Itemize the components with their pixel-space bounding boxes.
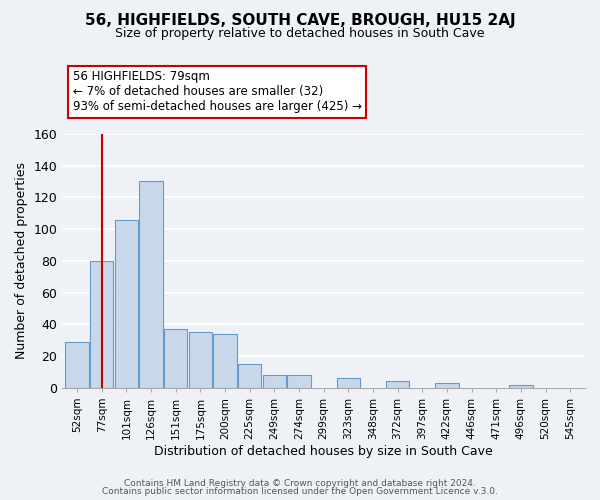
Bar	[214, 334, 237, 388]
Bar	[509, 384, 533, 388]
Bar	[238, 364, 262, 388]
Bar	[164, 329, 187, 388]
Bar	[65, 342, 89, 388]
Bar	[337, 378, 360, 388]
Bar	[287, 375, 311, 388]
Bar	[386, 382, 409, 388]
Bar	[90, 261, 113, 388]
Bar	[115, 220, 138, 388]
Text: Contains public sector information licensed under the Open Government Licence v.: Contains public sector information licen…	[102, 487, 498, 496]
Bar	[139, 182, 163, 388]
Bar	[263, 375, 286, 388]
Text: Size of property relative to detached houses in South Cave: Size of property relative to detached ho…	[115, 28, 485, 40]
Text: Contains HM Land Registry data © Crown copyright and database right 2024.: Contains HM Land Registry data © Crown c…	[124, 478, 476, 488]
Bar	[435, 383, 458, 388]
X-axis label: Distribution of detached houses by size in South Cave: Distribution of detached houses by size …	[154, 444, 493, 458]
Y-axis label: Number of detached properties: Number of detached properties	[15, 162, 28, 360]
Bar	[188, 332, 212, 388]
Text: 56 HIGHFIELDS: 79sqm
← 7% of detached houses are smaller (32)
93% of semi-detach: 56 HIGHFIELDS: 79sqm ← 7% of detached ho…	[73, 70, 362, 114]
Text: 56, HIGHFIELDS, SOUTH CAVE, BROUGH, HU15 2AJ: 56, HIGHFIELDS, SOUTH CAVE, BROUGH, HU15…	[85, 12, 515, 28]
